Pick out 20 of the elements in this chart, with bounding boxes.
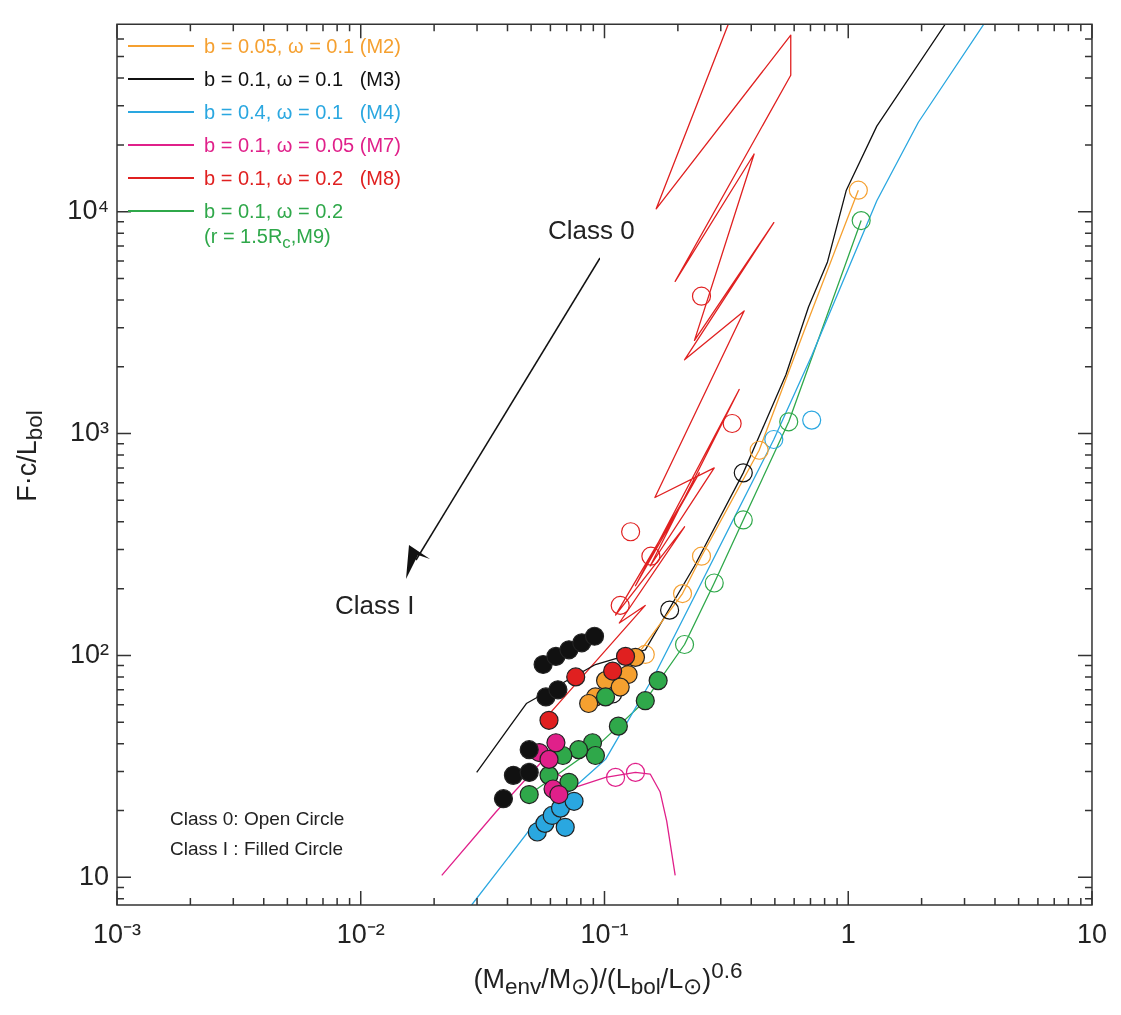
y-tick-label: 10 — [78, 860, 109, 891]
legend-label: b = 0.1, ω = 0.2 (r = 1.5R$_{c}$,M9) — [204, 199, 345, 254]
y-tick-label: 10² — [69, 638, 109, 669]
legend-label: b = 0.05, ω = 0.1 (M2) — [204, 34, 402, 59]
annotation: Class 0: Open Circle — [170, 808, 345, 830]
legend-label: b = 0.1, ω = 0.2 (M8) — [204, 166, 402, 191]
annotation: Class I : Filled Circle — [170, 838, 344, 860]
x-tick-label: 10⁻³ — [92, 918, 142, 949]
annotation: Class I — [335, 590, 415, 621]
x-tick-label: 10⁻² — [336, 918, 385, 949]
text: (M$_{env}$/M$_{⊙}$)/(L$_{bol}$/L$_{⊙}$)$^{0.6}$ — [473, 958, 743, 1000]
legend-label: b = 0.1, ω = 0.05 (M7) — [204, 133, 402, 158]
annotation: Class 0 — [548, 215, 635, 246]
legend-label: b = 0.4, ω = 0.1 (M4) — [204, 100, 402, 125]
y-tick-label: 10⁴ — [67, 195, 109, 226]
x-tick-label: 1 — [840, 918, 856, 949]
x-tick-label: 10⁻¹ — [580, 918, 629, 949]
legend-label: b = 0.1, ω = 0.1 (M3) — [204, 67, 402, 92]
x-tick-label: 10 — [1076, 918, 1108, 949]
y-tick-label: 10³ — [69, 417, 109, 448]
